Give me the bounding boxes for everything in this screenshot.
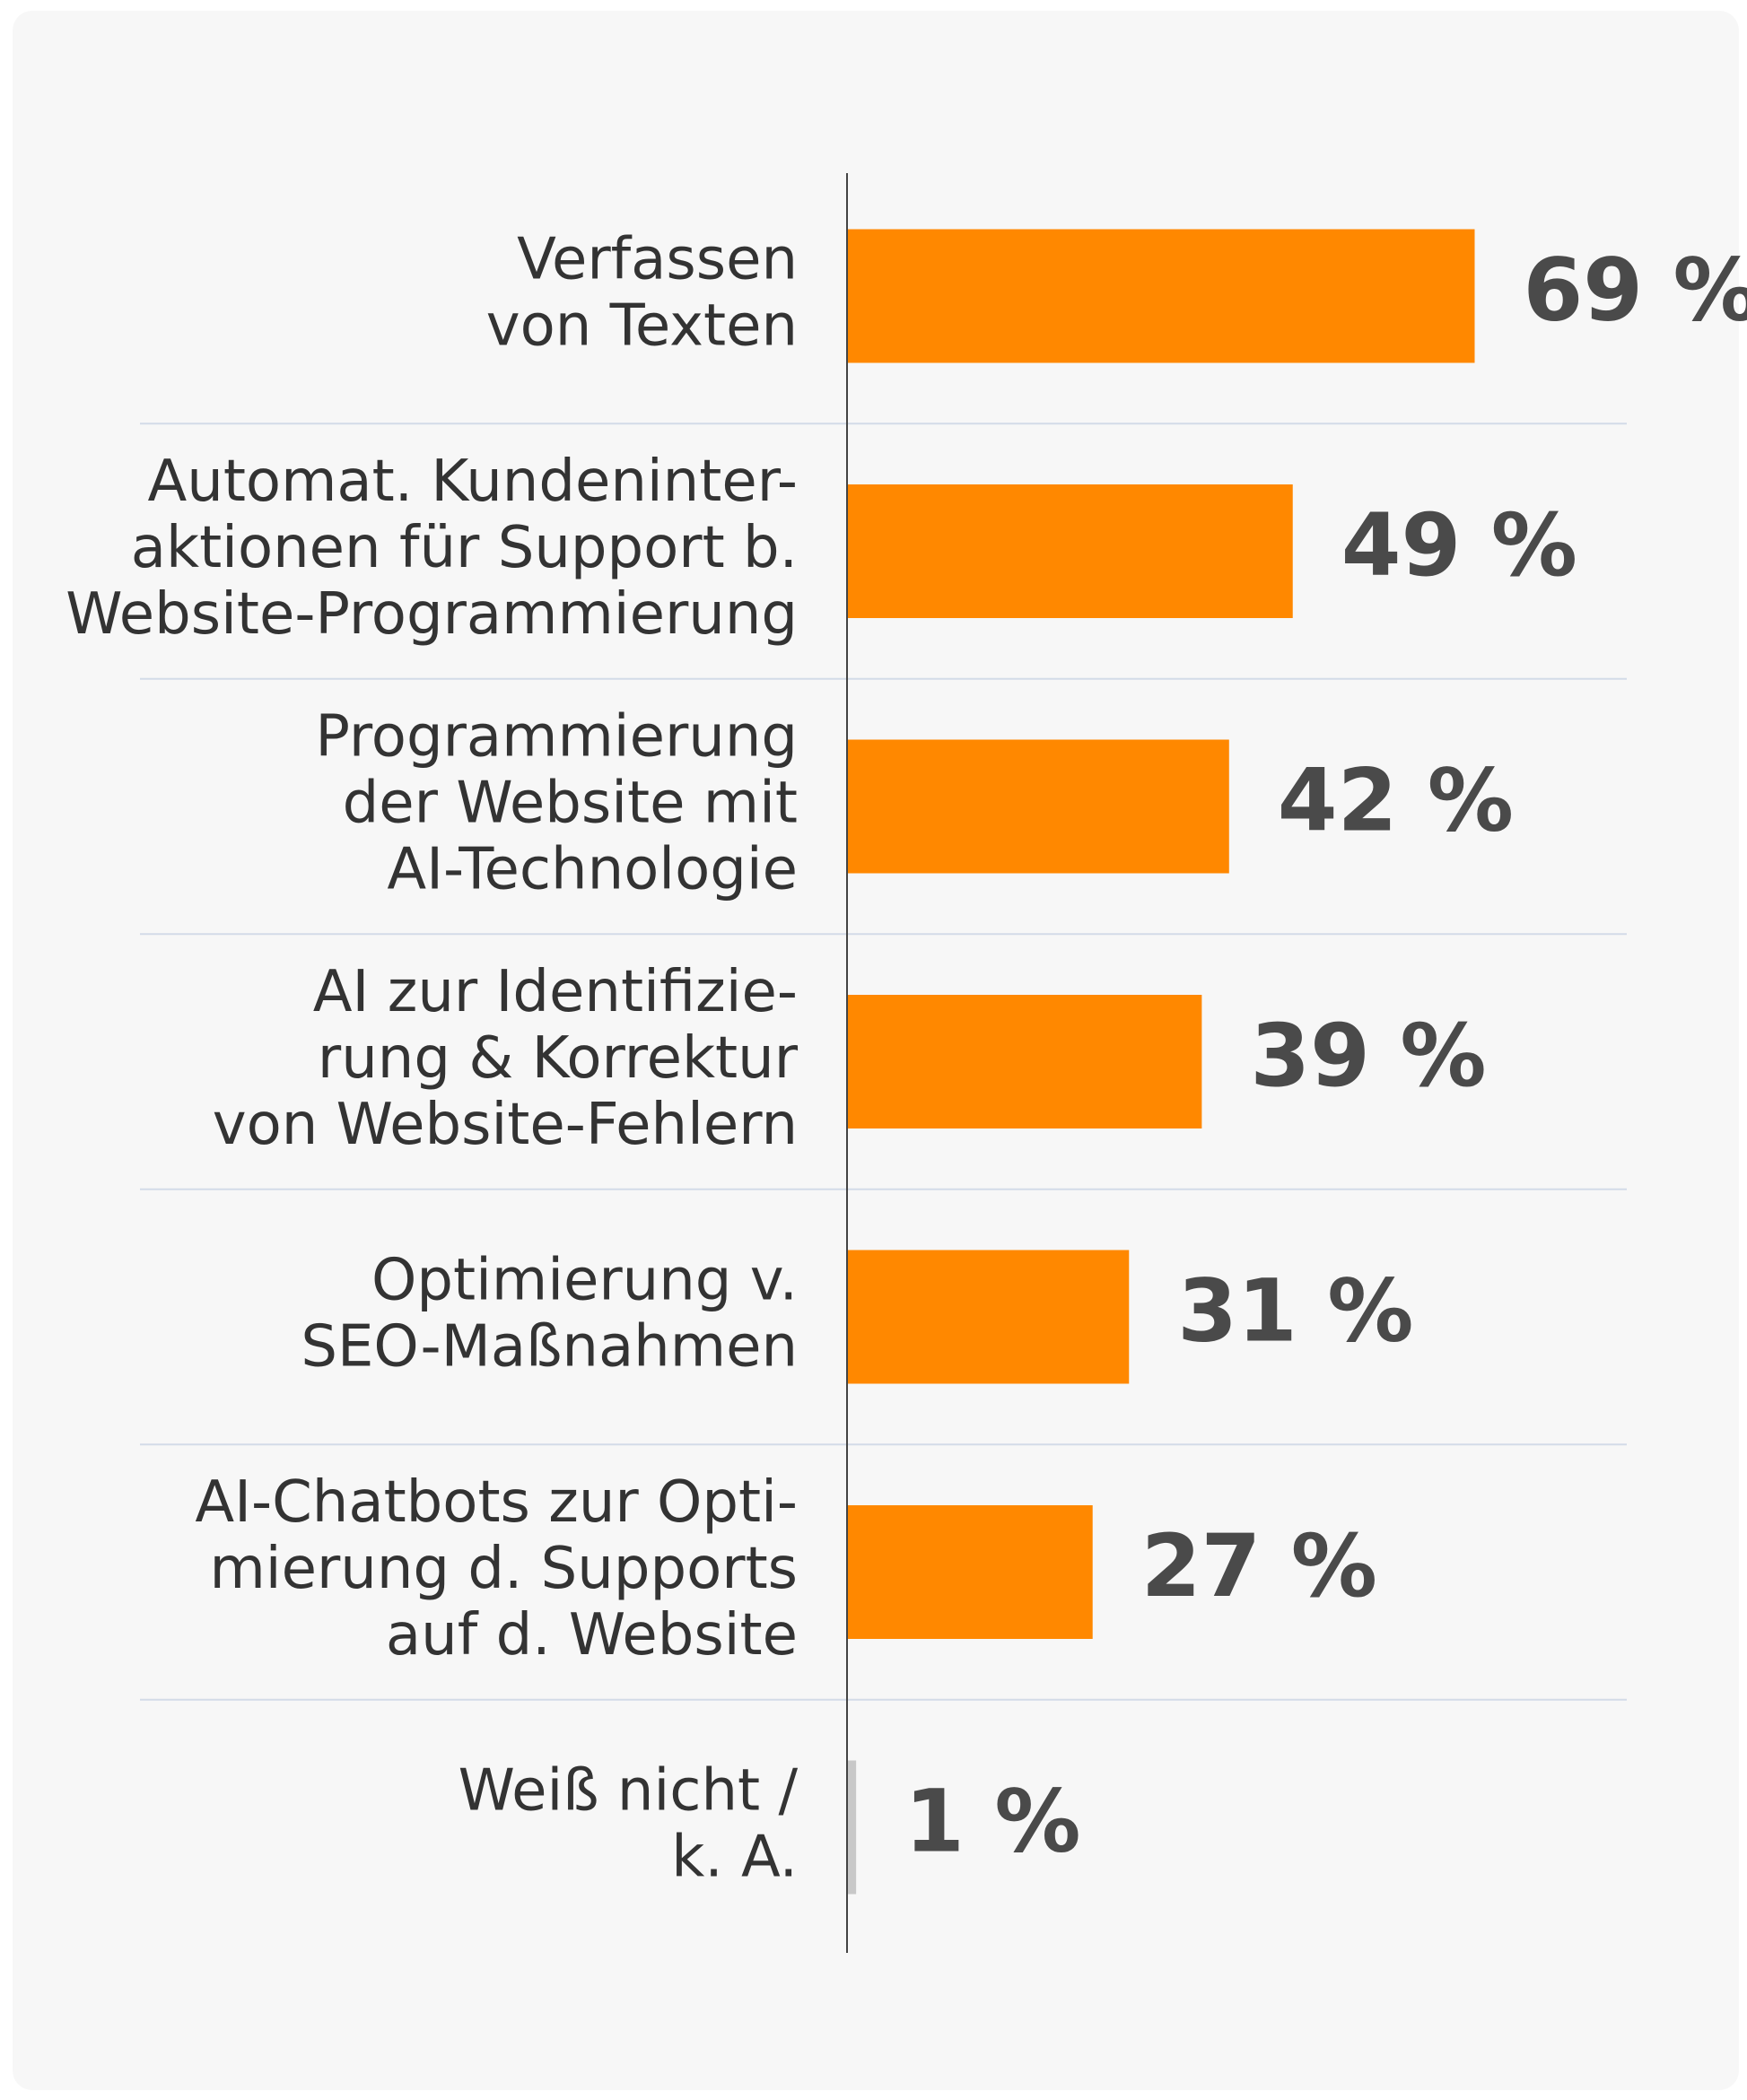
bar	[847, 229, 1475, 363]
value-label: 39 %	[1250, 1006, 1486, 1106]
value-label: 69 %	[1523, 240, 1747, 340]
category-label: Website-Programmierung	[66, 581, 798, 648]
category-label: auf d. Website	[386, 1602, 798, 1669]
category-label: von Texten	[486, 293, 798, 360]
value-label: 49 %	[1341, 495, 1577, 596]
value-label: 27 %	[1141, 1516, 1377, 1616]
category-label: aktionen für Support b.	[131, 515, 798, 581]
category-label: Programmierung	[315, 704, 798, 771]
category-label: Optimierung v.	[371, 1248, 798, 1314]
category-label: rung & Korrektur	[318, 1025, 799, 1092]
category-label: Weiß nicht /	[459, 1758, 799, 1825]
category-label: Automat. Kundeninter-	[147, 449, 798, 515]
category-label: Verfassen	[517, 227, 798, 293]
category-label: der Website mit	[343, 771, 798, 837]
category-label: k. A.	[671, 1825, 798, 1891]
category-label: AI-Technologie	[387, 837, 798, 903]
category-label: AI zur Identifizie-	[313, 959, 798, 1025]
category-label: mierung d. Supports	[209, 1536, 798, 1602]
category-label: SEO-Maßnahmen	[301, 1314, 798, 1381]
bar	[847, 739, 1229, 874]
category-label: AI-Chatbots zur Opti-	[195, 1469, 798, 1536]
category-label: von Website-Fehlern	[213, 1092, 798, 1158]
value-label: 31 %	[1177, 1260, 1413, 1361]
bar	[847, 1505, 1093, 1639]
bar	[847, 1760, 857, 1895]
bar	[847, 995, 1202, 1128]
value-label: 42 %	[1278, 750, 1514, 850]
bar	[847, 1250, 1130, 1384]
bar	[847, 484, 1293, 618]
value-label: 1 %	[904, 1771, 1080, 1871]
